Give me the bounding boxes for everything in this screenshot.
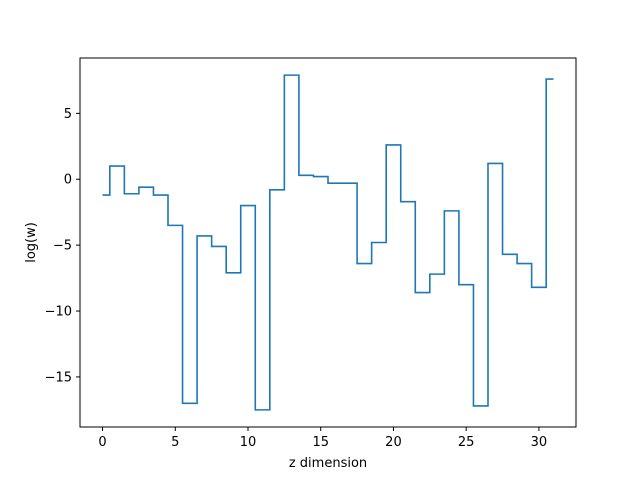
- y-axis-ticks: 5 0 −5 −10 −15: [45, 107, 80, 385]
- x-tick-label: 20: [385, 435, 402, 450]
- x-tick-label: 30: [531, 435, 548, 450]
- y-axis-label: log(w): [24, 222, 39, 263]
- y-tick-label: 0: [64, 173, 72, 188]
- x-tick-label: 5: [171, 435, 179, 450]
- y-tick-label: −5: [53, 239, 72, 254]
- x-axis-ticks: 0 5 10 15 20 25 30: [98, 427, 547, 450]
- x-axis-label: z dimension: [289, 456, 367, 471]
- series-line: [102, 74, 554, 411]
- y-tick-label: 5: [64, 107, 72, 122]
- x-tick-label: 0: [98, 435, 106, 450]
- x-tick-label: 10: [240, 435, 257, 450]
- x-tick-label: 15: [312, 435, 329, 450]
- x-tick-label: 25: [458, 435, 475, 450]
- plot-area-background: [80, 58, 576, 427]
- y-tick-label: −15: [45, 370, 72, 385]
- y-tick-label: −10: [45, 305, 72, 320]
- series-layer: [102, 74, 554, 411]
- plot-frame: [79, 57, 577, 428]
